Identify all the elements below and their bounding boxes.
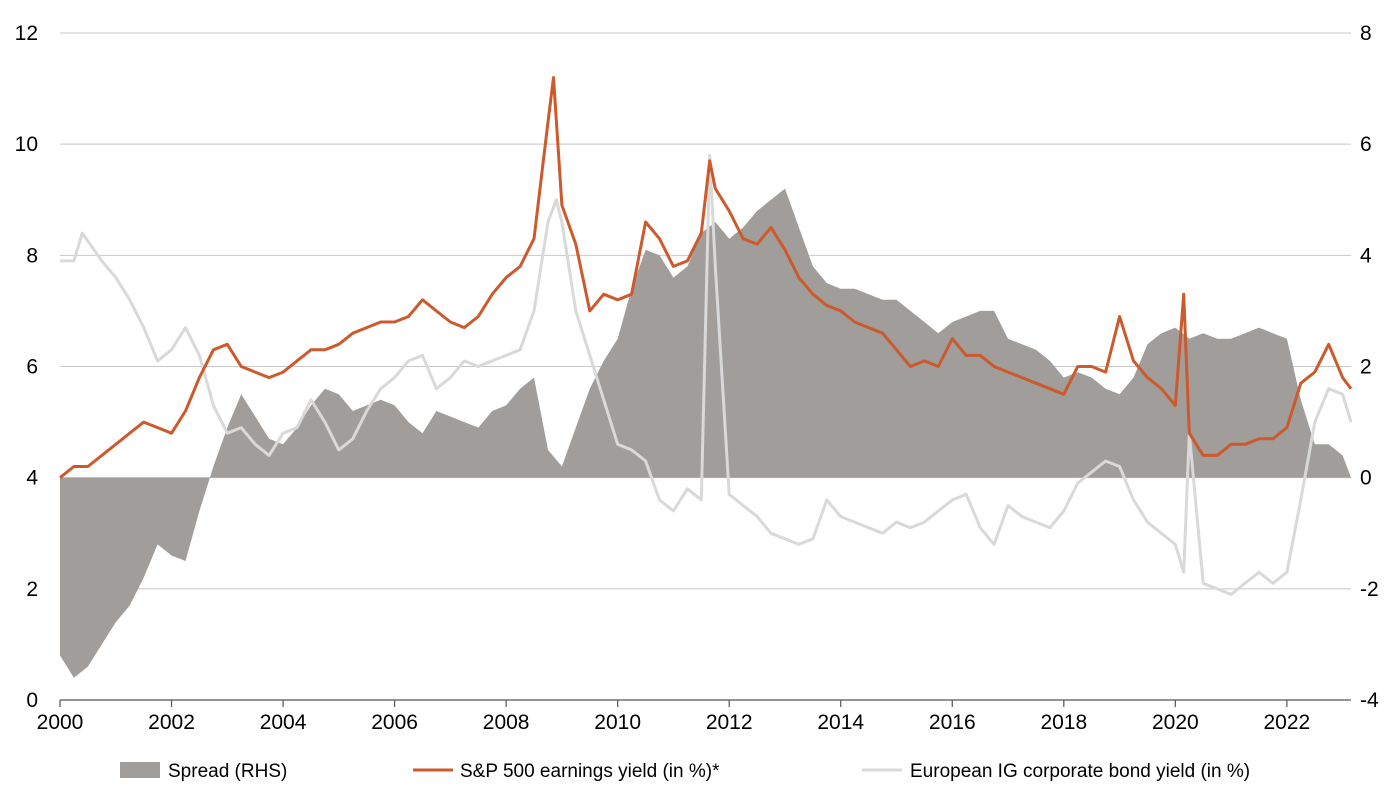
x-tick-label-2010: 2010: [594, 711, 641, 734]
y-tick-label-6: 6: [26, 356, 38, 379]
y2-tick-label--4: -4: [1360, 689, 1379, 712]
legend: Spread (RHS) S&P 500 earnings yield (in %…: [120, 761, 1250, 782]
legend-spread-swatch: [120, 762, 160, 778]
y-tick-label-0: 0: [26, 689, 38, 712]
x-tick-label-2022: 2022: [1264, 711, 1311, 734]
x-tick-label-2004: 2004: [260, 711, 307, 734]
x-tick-label-2018: 2018: [1040, 711, 1087, 734]
y-tick-label-4: 4: [26, 467, 38, 490]
y2-tick-label-6: 6: [1360, 133, 1372, 156]
x-tick-label-2020: 2020: [1152, 711, 1199, 734]
x-tick-label-2016: 2016: [929, 711, 976, 734]
x-tick-label-2008: 2008: [483, 711, 530, 734]
y2-tick-label-2: 2: [1360, 356, 1372, 379]
plot-area: [60, 78, 1351, 678]
legend-spread-label: Spread (RHS): [168, 761, 287, 782]
legend-sp500-label: S&P 500 earnings yield (in %)*: [460, 761, 720, 782]
spread-area: [60, 189, 1351, 678]
x-tick-label-2012: 2012: [706, 711, 753, 734]
x-tick-label-2000: 2000: [37, 711, 84, 734]
y2-tick-label-8: 8: [1360, 22, 1372, 45]
x-tick-label-2006: 2006: [371, 711, 418, 734]
y-tick-label-10: 10: [15, 133, 38, 156]
y2-tick-label-0: 0: [1360, 467, 1372, 490]
legend-european-ig-label: European IG corporate bond yield (in %): [910, 761, 1250, 782]
x-tick-label-2002: 2002: [148, 711, 195, 734]
y2-tick-label-4: 4: [1360, 244, 1372, 267]
y-tick-label-12: 12: [15, 22, 38, 45]
y2-tick-label--2: -2: [1360, 578, 1379, 601]
x-tick-label-2014: 2014: [817, 711, 864, 734]
y-tick-label-8: 8: [26, 244, 38, 267]
y-tick-label-2: 2: [26, 578, 38, 601]
